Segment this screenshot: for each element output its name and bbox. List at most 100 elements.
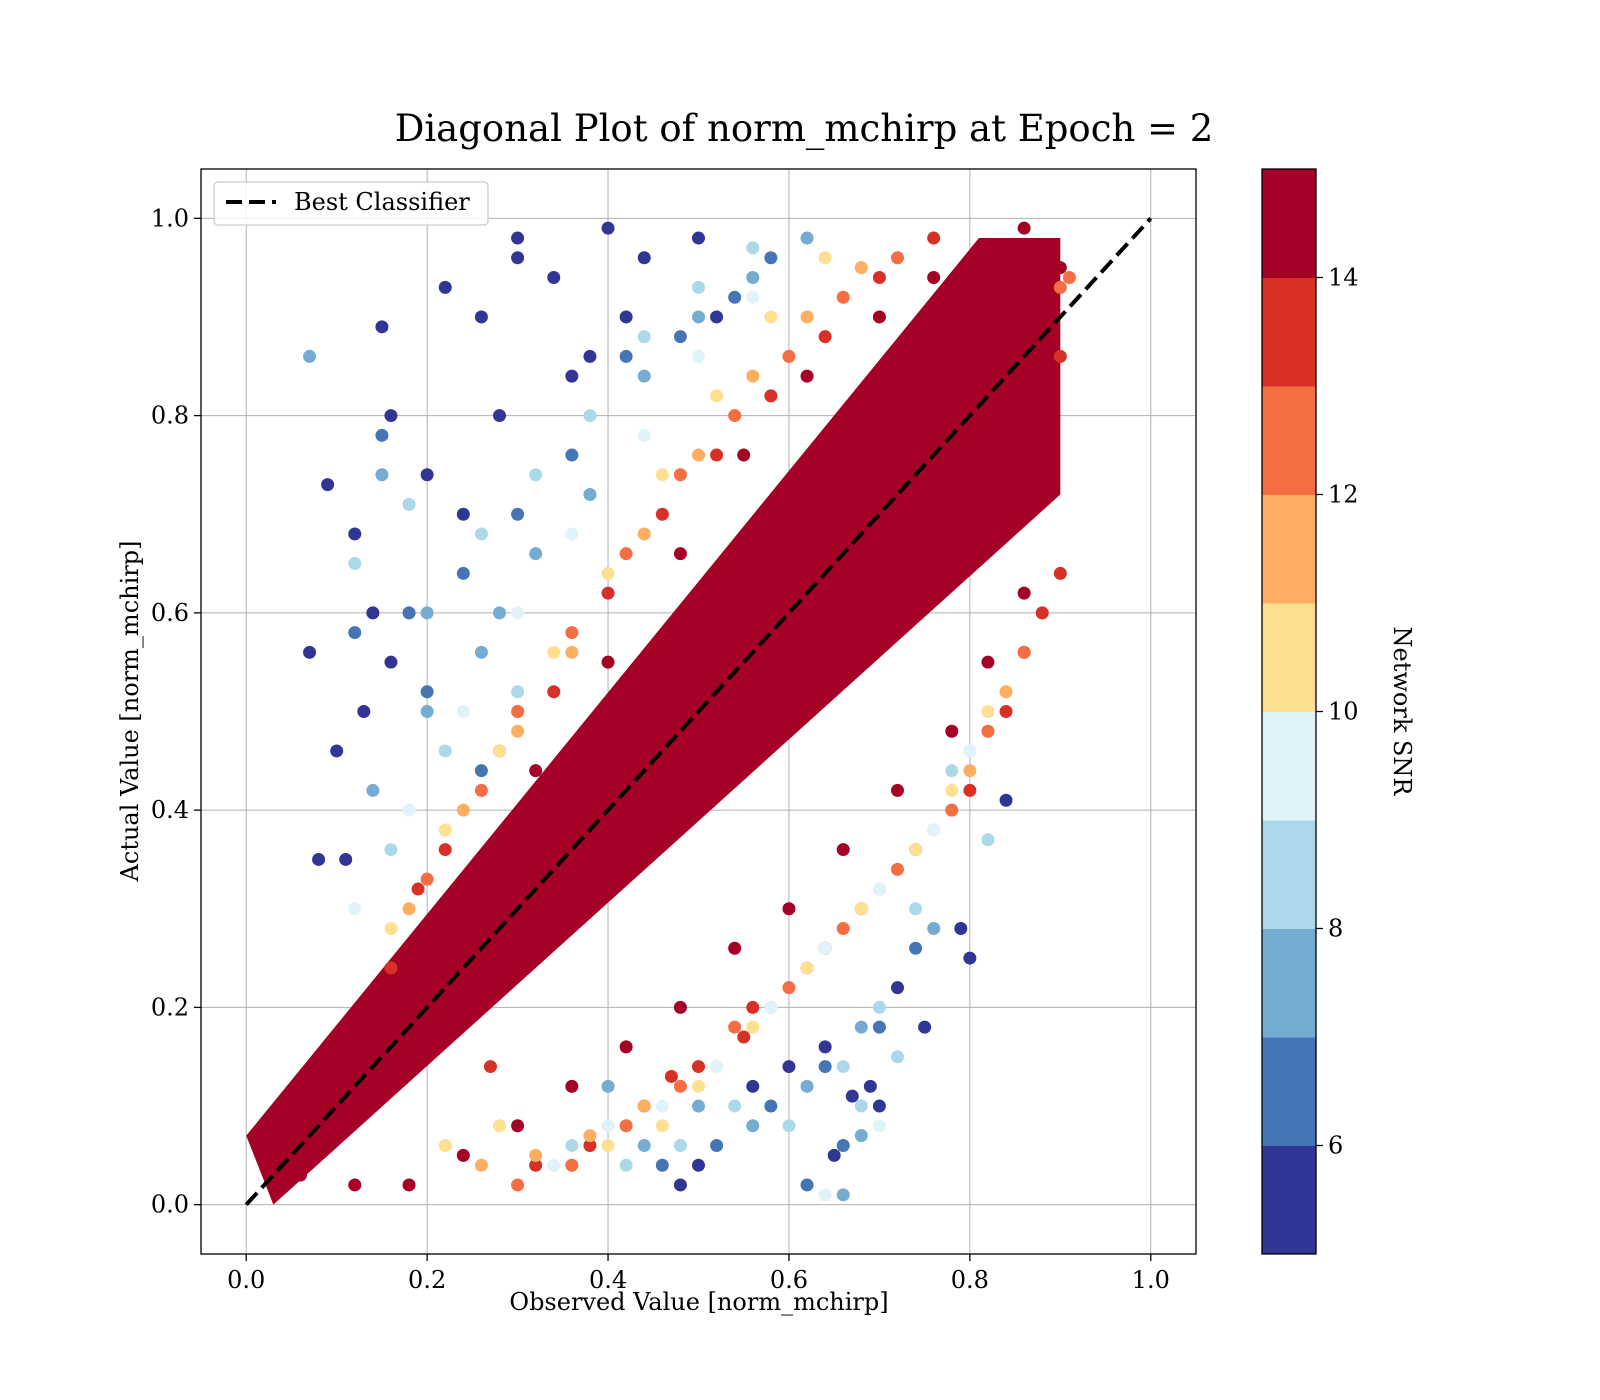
scatter-point-2-3 xyxy=(565,626,579,640)
colorbar-segment-2 xyxy=(1262,928,1316,1038)
scatter-point-1-12 xyxy=(999,705,1013,718)
scatter-point-0-45 xyxy=(456,1148,470,1162)
scatter-point-8-0 xyxy=(375,428,389,442)
scatter-point-8-8 xyxy=(764,251,778,265)
colorbar-segment-7 xyxy=(1262,386,1316,495)
scatter-point-8-10 xyxy=(420,685,434,699)
scatter-point-2-9 xyxy=(891,251,904,265)
scatter-point-8-15 xyxy=(764,1099,778,1113)
scatter-point-9-6 xyxy=(438,280,452,294)
scatter-point-2-16 xyxy=(728,1020,742,1034)
scatter-point-4-5 xyxy=(655,468,669,482)
plot-frame xyxy=(200,168,1197,1255)
scatter-point-8-19 xyxy=(800,1178,814,1192)
scatter-point-9-22 xyxy=(366,606,380,620)
scatter-point-9-26 xyxy=(891,981,904,995)
scatter-point-4-3 xyxy=(547,645,561,659)
scatter-point-9-17 xyxy=(384,655,398,669)
colorbar-label: Network SNR xyxy=(1388,627,1416,797)
scatter-point-7-0 xyxy=(303,349,317,363)
scatter-point-7-9 xyxy=(800,231,814,245)
colorbar-ticks: 6 8 10 12 14 xyxy=(1316,264,1359,1160)
scatter-point-0-9 xyxy=(646,803,660,817)
scatter-point-9-3 xyxy=(375,320,389,334)
scatter-point-9-9 xyxy=(547,271,561,284)
scatter-point-0-1 xyxy=(294,1168,307,1182)
scatter-point-0-43 xyxy=(565,1079,579,1093)
scatter-point-8-13 xyxy=(872,1020,886,1034)
scatter-point-9-4 xyxy=(384,409,398,423)
x-tick-label-1: 0.2 xyxy=(408,1266,446,1294)
scatter-point-4-6 xyxy=(710,389,724,403)
scatter-point-2-15 xyxy=(782,981,796,995)
scatter-point-1-27 xyxy=(664,1069,678,1083)
scatter-point-2-8 xyxy=(836,290,850,304)
scatter-point-6-14 xyxy=(836,1060,850,1074)
x-tick-label-5: 1.0 xyxy=(1132,1266,1170,1294)
scatter-point-2-13 xyxy=(891,862,904,876)
scatter-point-3-18 xyxy=(529,1148,543,1162)
scatter-point-8-3 xyxy=(511,507,525,521)
scatter-point-9-2 xyxy=(348,527,362,541)
scatter-point-9-36 xyxy=(827,1148,841,1162)
scatter-point-0-46 xyxy=(402,1178,416,1192)
scatter-point-3-16 xyxy=(637,1099,651,1113)
scatter-point-6-9 xyxy=(438,744,452,758)
scatter-point-0-13 xyxy=(827,606,841,620)
scatter-point-9-27 xyxy=(872,1099,886,1113)
scatter-point-4-20 xyxy=(438,1139,452,1152)
scatter-point-0-35 xyxy=(981,655,995,669)
scatter-point-7-1 xyxy=(375,468,389,482)
colorbar-segment-9 xyxy=(1262,169,1316,278)
scatter-point-6-18 xyxy=(619,1158,633,1172)
scatter-point-5-4 xyxy=(565,527,579,541)
scatter-point-0-8 xyxy=(601,843,615,857)
scatter-point-5-5 xyxy=(637,428,651,442)
y-tick-label-3: 0.6 xyxy=(151,599,189,627)
scatter-point-6-15 xyxy=(782,1119,796,1133)
scatter-point-0-19 xyxy=(1053,261,1067,275)
scatter-point-6-20 xyxy=(891,1050,904,1064)
y-tick-label-4: 0.8 xyxy=(151,402,189,430)
scatter-point-9-32 xyxy=(746,1079,760,1093)
scatter-point-3-7 xyxy=(800,310,814,324)
scatter-point-9-21 xyxy=(339,852,353,866)
scatter-point-6-2 xyxy=(474,527,488,541)
scatter-point-1-20 xyxy=(583,1139,597,1152)
scatter-point-7-18 xyxy=(692,1099,705,1113)
scatter-point-2-7 xyxy=(782,349,796,363)
scatter-point-0-23 xyxy=(872,310,886,324)
scatter-point-7-4 xyxy=(529,547,543,561)
scatter-point-1-2 xyxy=(547,685,561,699)
scatter-point-9-13 xyxy=(493,409,506,423)
scatter-point-0-11 xyxy=(737,705,751,718)
colorbar-segment-1 xyxy=(1262,1037,1316,1146)
legend: Best Classifier xyxy=(213,181,489,226)
scatter-point-6-0 xyxy=(348,557,362,571)
scatter-point-9-28 xyxy=(863,1079,877,1093)
colorbar-segment-5 xyxy=(1262,603,1316,712)
scatter-point-1-25 xyxy=(1053,566,1067,580)
scatter-point-3-0 xyxy=(402,902,416,916)
colorbar-tick-label-4: 14 xyxy=(1328,264,1359,292)
scatter-point-5-7 xyxy=(746,290,760,304)
scatter-point-8-1 xyxy=(402,606,416,620)
scatter-point-9-30 xyxy=(782,1060,796,1074)
scatter-point-0-39 xyxy=(782,902,796,916)
scatter-point-6-3 xyxy=(529,468,543,482)
scatter-point-0-2 xyxy=(330,1119,344,1133)
colorbar-segment-3 xyxy=(1262,820,1316,929)
scatter-point-2-11 xyxy=(981,724,995,738)
scatter-point-3-5 xyxy=(692,448,705,462)
scatter-point-0-36 xyxy=(945,724,959,738)
scatter-point-1-24 xyxy=(384,961,398,975)
scatter-point-5-18 xyxy=(818,1188,832,1202)
y-axis-label: Actual Value [norm_mchirp] xyxy=(116,541,144,883)
scatter-point-7-17 xyxy=(746,1119,760,1133)
scatter-point-0-26 xyxy=(673,547,687,561)
scatter-point-0-4 xyxy=(420,1020,434,1034)
scatter-point-5-14 xyxy=(710,1060,724,1074)
scatter-point-9-15 xyxy=(565,369,579,383)
scatter-point-3-17 xyxy=(583,1129,597,1143)
scatter-point-1-6 xyxy=(764,389,778,403)
